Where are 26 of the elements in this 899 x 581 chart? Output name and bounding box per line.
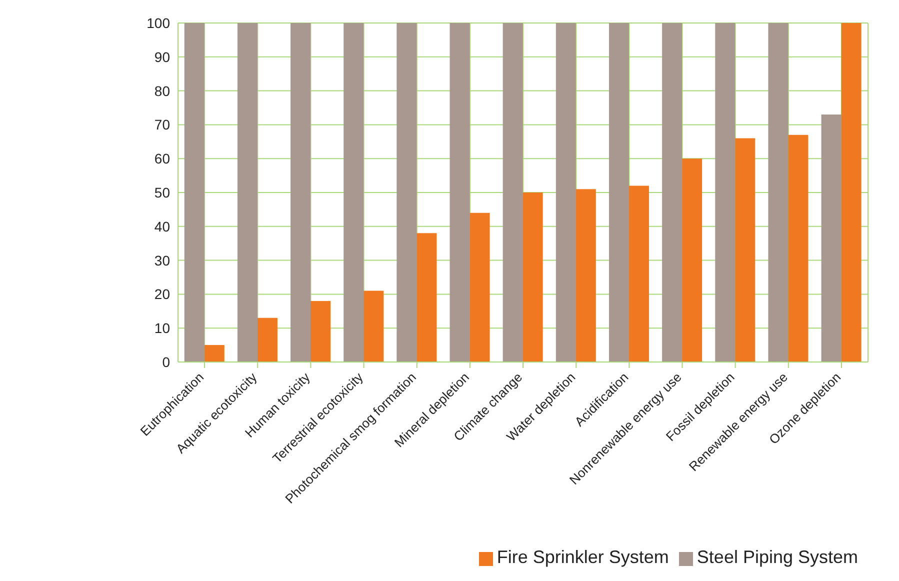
bar [735, 138, 756, 362]
y-tick-label: 0 [162, 354, 170, 370]
y-tick-label: 60 [154, 150, 170, 167]
bar [257, 318, 278, 362]
y-tick-label: 10 [154, 320, 170, 336]
legend-label: Steel Piping System [696, 547, 858, 567]
bar [788, 134, 808, 362]
y-tick-label: 90 [154, 48, 170, 65]
bar [204, 345, 224, 362]
bar [416, 233, 437, 362]
y-tick-label: 20 [154, 286, 170, 302]
bar [364, 290, 384, 362]
y-tick-label: 50 [154, 184, 170, 200]
bar [576, 189, 596, 362]
bar [310, 300, 331, 362]
bar [821, 114, 842, 362]
bar [522, 192, 543, 362]
y-tick-label: 40 [154, 218, 170, 234]
y-tick-label: 70 [154, 116, 170, 133]
y-tick-label: 100 [146, 14, 170, 31]
y-tick-label: 80 [154, 82, 170, 99]
legend-label: Fire Sprinkler System [496, 547, 669, 567]
bar [682, 158, 702, 362]
bar [628, 186, 649, 362]
bar [470, 212, 490, 362]
y-tick-label: 30 [154, 252, 170, 268]
